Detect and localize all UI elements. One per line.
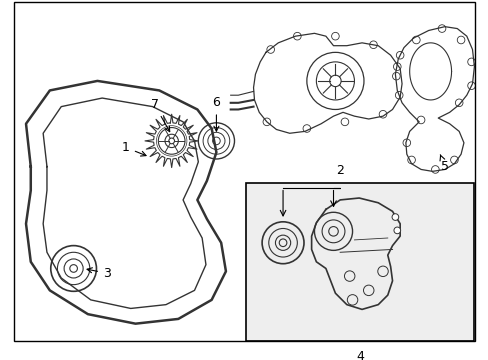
Text: 2: 2: [336, 164, 344, 177]
Text: 1: 1: [122, 141, 146, 156]
Text: 7: 7: [150, 98, 169, 132]
Text: 4: 4: [355, 350, 364, 360]
Text: 6: 6: [212, 96, 220, 131]
Text: 5: 5: [439, 155, 448, 173]
Circle shape: [391, 214, 398, 220]
Text: 3: 3: [87, 267, 111, 280]
Bar: [245, 183, 473, 341]
Circle shape: [393, 227, 400, 234]
